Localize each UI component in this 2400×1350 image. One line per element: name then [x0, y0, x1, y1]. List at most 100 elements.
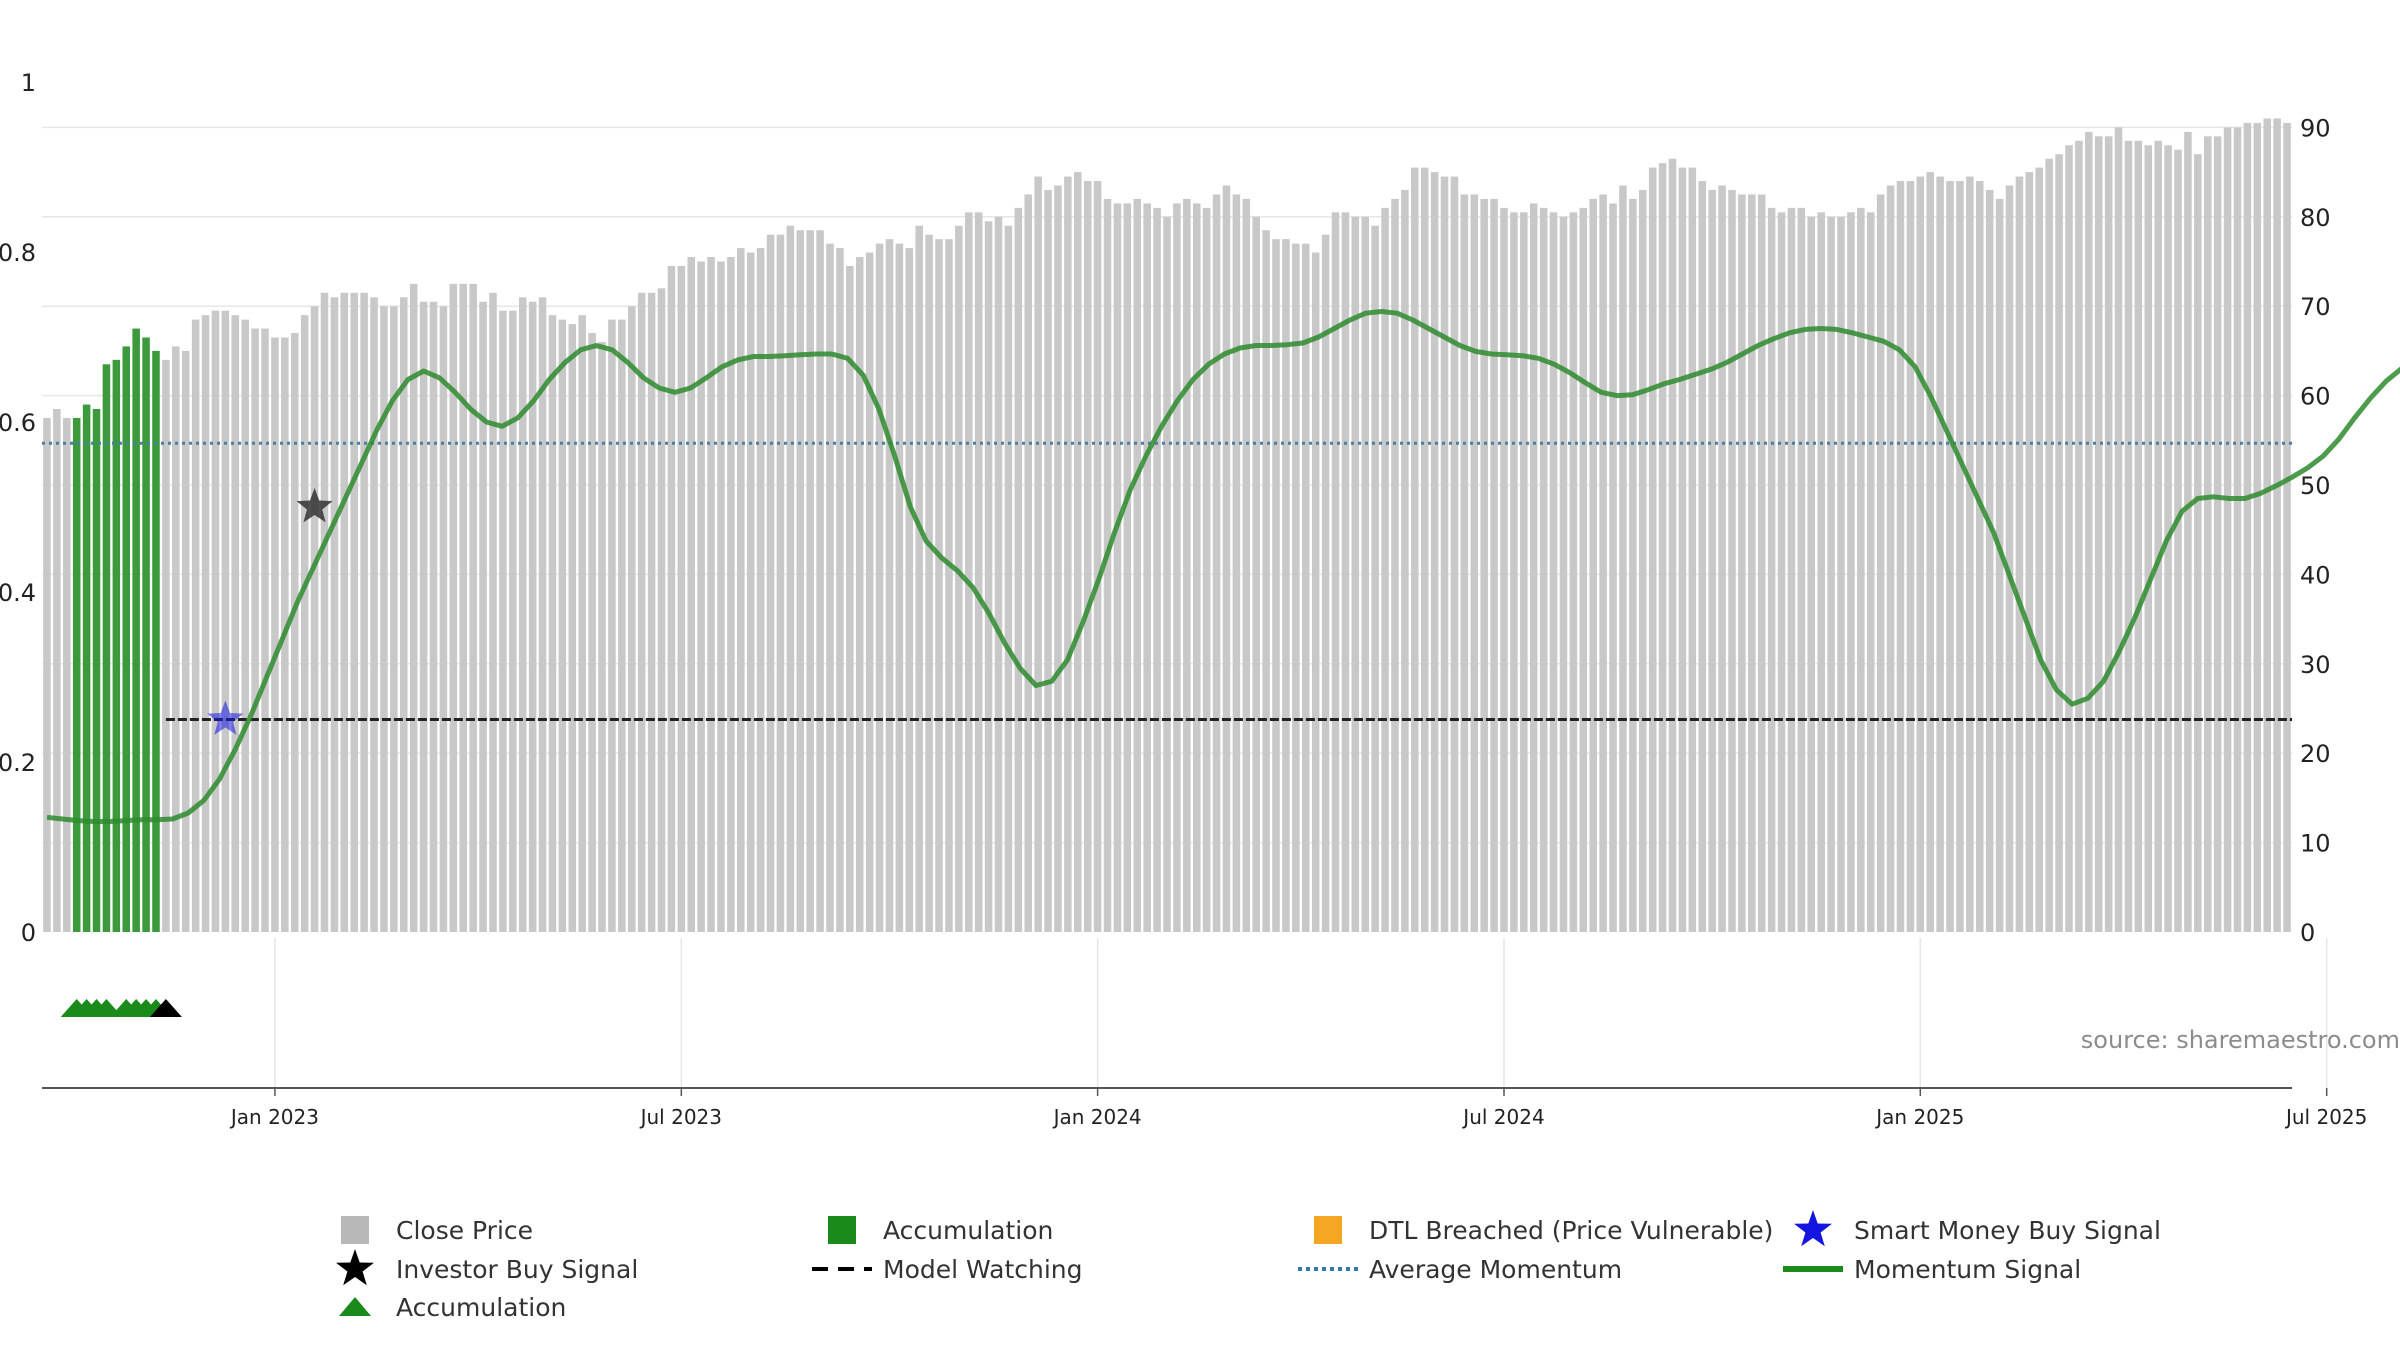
close-price-bar [370, 297, 378, 932]
close-price-bar [756, 248, 765, 933]
close-price-bar [2114, 127, 2123, 932]
right-axis-tick-label: 70 [2300, 293, 2331, 321]
close-price-bar [727, 257, 735, 932]
close-price-bar [221, 310, 230, 932]
close-price-bar [231, 315, 240, 932]
close-price-bar [2213, 136, 2222, 933]
accumulation-bar [82, 404, 91, 932]
close-price-bar [1391, 198, 1399, 933]
close-price-bar [390, 306, 398, 932]
close-price-bar [1064, 176, 1072, 932]
close-price-bar [2154, 140, 2162, 932]
legend-label: Smart Money Buy Signal [1854, 1216, 2161, 1245]
close-price-bar [1995, 198, 2004, 933]
close-price-bar [172, 346, 180, 932]
close-price-bar [2194, 154, 2202, 933]
close-price-bar [2144, 145, 2153, 932]
close-price-bar [578, 315, 586, 932]
close-price-bar [2055, 154, 2063, 933]
close-price-bar [1916, 176, 1925, 932]
close-price-bar [360, 292, 368, 932]
close-price-bar [1757, 194, 1766, 932]
close-price-bar [994, 216, 1003, 933]
close-price-bar [479, 301, 487, 933]
close-price-bar [380, 306, 388, 932]
close-price-bar [737, 248, 745, 933]
close-price-bar [330, 297, 339, 932]
close-price-bar [1847, 212, 1855, 932]
close-price-bar [1103, 198, 1112, 933]
close-price-bar [2025, 172, 2034, 933]
close-price-bar [1976, 181, 1984, 933]
close-price-bar [598, 341, 606, 933]
right-axis-tick-label: 90 [2300, 114, 2331, 142]
legend-label: Accumulation [396, 1293, 566, 1322]
close-price-bar [1936, 176, 1944, 932]
close-price-bar [518, 297, 527, 932]
close-price-bar [1054, 185, 1062, 932]
close-price-bar [1857, 207, 1865, 933]
accumulation-bar [152, 350, 160, 932]
close-price-bar [955, 225, 963, 933]
legend-label: Average Momentum [1369, 1255, 1622, 1284]
x-axis-tick-label: Jul 2023 [639, 1105, 722, 1129]
close-price-bar [1113, 203, 1122, 932]
legend-label: Momentum Signal [1854, 1255, 2081, 1284]
close-price-bar [1321, 234, 1330, 932]
close-price-bar [608, 319, 616, 932]
close-price-bar [310, 306, 319, 932]
close-price-bar [915, 225, 923, 933]
close-price-bar [1569, 212, 1578, 932]
close-price-bar [1252, 216, 1260, 933]
left-axis-tick-label: 1 [21, 69, 36, 97]
close-price-bar [439, 306, 448, 932]
legend-label: Accumulation [883, 1216, 1053, 1245]
close-price-bar [271, 337, 279, 932]
close-price-bar [776, 234, 785, 932]
close-price-bar [855, 257, 864, 932]
close-price-bar [1589, 198, 1597, 933]
close-price-bar [1728, 189, 1736, 933]
close-price-bar [1490, 198, 1498, 933]
close-price-bar [806, 230, 814, 932]
close-price-bar [2283, 122, 2291, 933]
close-price-bar [1599, 194, 1607, 932]
accumulation-bar [92, 409, 101, 932]
close-price-bar [1143, 203, 1151, 932]
close-price-bar [1232, 194, 1241, 932]
legend-swatch-square [1314, 1216, 1342, 1244]
close-price-bar [2263, 118, 2271, 932]
close-price-bar [1777, 212, 1786, 932]
close-price-bar [2223, 127, 2232, 932]
accumulation-bar [72, 417, 81, 932]
close-price-bar [2005, 185, 2014, 932]
right-axis-tick-label: 10 [2300, 830, 2331, 858]
close-price-bar [1648, 167, 1657, 932]
close-price-bar [588, 333, 596, 932]
legend-label: Model Watching [883, 1255, 1083, 1284]
right-axis-tick-label: 50 [2300, 472, 2331, 500]
close-price-bar [459, 283, 468, 933]
close-price-bar [261, 328, 269, 932]
close-price-bar [1024, 194, 1032, 932]
close-price-bar [509, 310, 517, 932]
close-price-bar [1708, 189, 1716, 933]
close-price-bar [2184, 131, 2192, 932]
close-price-bar [2243, 122, 2252, 933]
investor-buy-signal-star [296, 488, 333, 523]
close-price-bar [53, 409, 61, 932]
right-axis-tick-label: 60 [2300, 383, 2331, 411]
close-price-bar [2134, 140, 2143, 932]
close-price-bar [1044, 189, 1052, 933]
close-price-bar [1579, 207, 1588, 933]
close-price-bar [1698, 181, 1707, 933]
close-price-bar [1133, 198, 1142, 933]
close-price-bar [1014, 207, 1023, 933]
close-price-bar [1183, 198, 1191, 933]
close-price-bar [1658, 163, 1667, 932]
close-price-bar [1609, 203, 1617, 932]
close-price-bar [1401, 189, 1409, 933]
close-price-bar [974, 212, 983, 932]
close-price-bar [548, 315, 557, 932]
